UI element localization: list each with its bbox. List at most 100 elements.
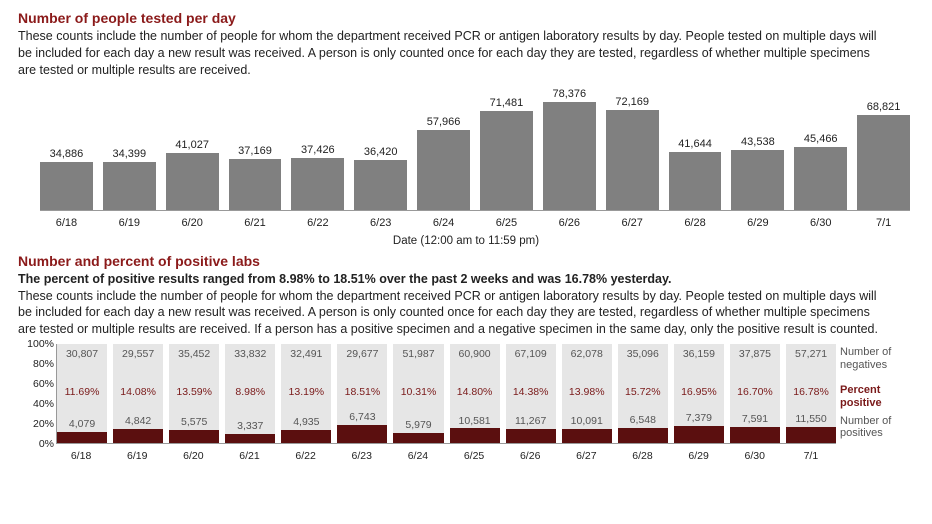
chart2-ytick: 20% <box>33 418 54 430</box>
section2-title: Number and percent of positive labs <box>18 253 914 269</box>
legend-positives: Number of positives <box>840 415 914 440</box>
chart2-column: 57,271 16.78% 11,550 <box>786 344 836 443</box>
chart1-bar: 41,644 <box>669 138 722 209</box>
chart1-bar: 71,481 <box>480 97 533 209</box>
chart2-pos-bar <box>506 429 556 443</box>
chart2-pos-label: 7,379 <box>674 412 724 424</box>
chart2-neg-label: 29,677 <box>337 348 387 360</box>
chart2-ytick: 40% <box>33 398 54 410</box>
chart2-neg-label: 51,987 <box>393 348 443 360</box>
chart1-bar-rect <box>417 130 470 210</box>
chart2-xtick: 6/19 <box>112 450 162 462</box>
chart1-xtick: 6/23 <box>354 217 407 229</box>
chart2-column: 32,49113.19%4,935 <box>281 344 331 443</box>
chart2-neg-label: 62,078 <box>562 348 612 360</box>
chart1-bar-rect <box>669 152 722 209</box>
chart1-value-label: 71,481 <box>490 97 524 109</box>
chart1-xtick: 6/30 <box>794 217 847 229</box>
chart2-xtick: 6/22 <box>281 450 331 462</box>
chart2-neg-label: 35,096 <box>618 348 668 360</box>
chart2-ytick: 0% <box>39 438 54 450</box>
chart1-bar: 72,169 <box>606 96 659 209</box>
chart1-value-label: 34,886 <box>50 148 84 160</box>
chart1-xtick: 6/29 <box>731 217 784 229</box>
chart2-xtick: 6/20 <box>168 450 218 462</box>
chart2-xtick: 6/21 <box>224 450 274 462</box>
chart1-value-label: 41,027 <box>175 139 209 151</box>
chart2-ytick: 80% <box>33 358 54 370</box>
chart2-neg-label: 37,875 <box>730 348 780 360</box>
chart2-ytick: 100% <box>27 338 54 350</box>
chart2-xtick: 6/18 <box>56 450 106 462</box>
chart2-yaxis: 0%20%40%60%80%100% <box>18 344 56 444</box>
chart1-xtick: 6/25 <box>480 217 533 229</box>
chart1-bar: 41,027 <box>166 139 219 209</box>
chart2-pos-bar <box>113 429 163 443</box>
chart2-pct-label: 18.51% <box>337 386 387 398</box>
chart2-pos-label: 5,979 <box>393 419 443 431</box>
chart2-neg-label: 35,452 <box>169 348 219 360</box>
chart1-bar: 57,966 <box>417 116 470 210</box>
chart2-pos-bar <box>225 434 275 443</box>
chart2-pos-label: 11,550 <box>786 413 836 425</box>
chart2-neg-label: 29,557 <box>113 348 163 360</box>
chart1-value-label: 34,399 <box>112 148 146 160</box>
chart2-pos-bar <box>618 428 668 444</box>
chart2-neg-label: 57,271 <box>786 348 836 360</box>
chart1-value-label: 45,466 <box>804 133 838 145</box>
chart2-pct-label: 14.08% <box>113 386 163 398</box>
chart1-bar-rect <box>543 102 596 210</box>
chart2-pos-label: 4,842 <box>113 415 163 427</box>
chart2-xtick: 6/25 <box>449 450 499 462</box>
chart2-neg-label: 60,900 <box>450 348 500 360</box>
chart2-pct-label: 8.98% <box>225 386 275 398</box>
chart2-pos-label: 4,935 <box>281 416 331 428</box>
chart2-pct-label: 15.72% <box>618 386 668 398</box>
chart2: 0%20%40%60%80%100% 30,80711.69%4,07929,5… <box>18 344 914 462</box>
chart1-bar-rect <box>103 162 156 209</box>
section1-title: Number of people tested per day <box>18 10 914 26</box>
chart1-bar-rect <box>166 153 219 209</box>
chart1-xlabels: 6/186/196/206/216/226/236/246/256/266/27… <box>40 217 910 229</box>
chart1-value-label: 68,821 <box>867 101 901 113</box>
chart1-bar: 68,821 <box>857 101 910 210</box>
chart1-value-label: 57,966 <box>427 116 461 128</box>
chart1-bar: 45,466 <box>794 133 847 210</box>
section2-desc-bold: The percent of positive results ranged f… <box>18 272 672 286</box>
chart2-pct-label: 16.78% <box>786 386 836 398</box>
chart1-value-label: 37,426 <box>301 144 335 156</box>
chart2-column: 29,557 14.08% 4,842 <box>113 344 163 443</box>
chart2-column: 35,09615.72%6,548 <box>618 344 668 443</box>
chart1-xtick: 6/19 <box>103 217 156 229</box>
chart2-neg-label: 33,832 <box>225 348 275 360</box>
chart2-pos-label: 4,079 <box>57 418 107 430</box>
section1-desc: These counts include the number of peopl… <box>18 28 888 79</box>
chart1-bar-rect <box>794 147 847 210</box>
chart2-column: 62,07813.98%10,091 <box>562 344 612 443</box>
chart1-xtick: 6/21 <box>229 217 282 229</box>
chart2-column: 51,98710.31%5,979 <box>393 344 443 443</box>
chart2-pos-bar <box>57 432 107 444</box>
chart1-value-label: 72,169 <box>615 96 649 108</box>
chart2-xtick: 6/27 <box>561 450 611 462</box>
chart2-column: 30,80711.69%4,079 <box>57 344 107 443</box>
chart1-xtick: 6/22 <box>291 217 344 229</box>
chart2-column: 36,15916.95%7,379 <box>674 344 724 443</box>
chart2-pos-bar <box>337 425 387 443</box>
chart2-xtick: 6/30 <box>730 450 780 462</box>
chart1-xtick: 6/18 <box>40 217 93 229</box>
chart2-neg-label: 67,109 <box>506 348 556 360</box>
chart1-bar-rect <box>40 162 93 210</box>
chart2-pos-label: 10,091 <box>562 415 612 427</box>
chart2-xtick: 6/26 <box>505 450 555 462</box>
section2-desc-body: These counts include the number of peopl… <box>18 289 878 337</box>
chart2-pos-bar <box>281 430 331 443</box>
chart1-bar-rect <box>354 160 407 210</box>
chart1-bar-rect <box>731 150 784 210</box>
section2-desc: The percent of positive results ranged f… <box>18 271 888 339</box>
chart2-xtick: 6/28 <box>617 450 667 462</box>
chart1-bar-rect <box>606 110 659 209</box>
chart2-pos-bar <box>674 426 724 443</box>
chart2-column: 29,67718.51%6,743 <box>337 344 387 443</box>
legend-percent: Percent positive <box>840 384 914 409</box>
